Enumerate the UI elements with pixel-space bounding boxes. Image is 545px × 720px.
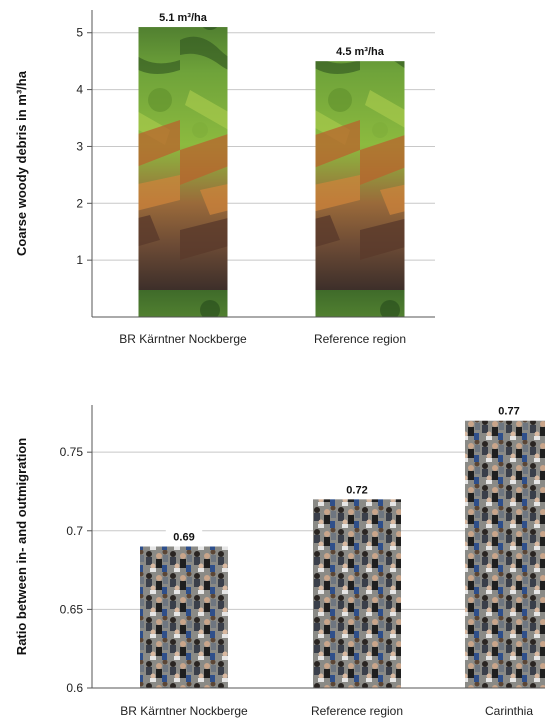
c2-y-tick-label: 0.75 — [60, 445, 84, 459]
c2-data-label: 0.77 — [498, 406, 519, 418]
c1-category-label: BR Kärntner Nockberge — [119, 332, 247, 346]
c1-category-label: Reference region — [314, 332, 406, 346]
c2-category-label: Carinthia — [485, 704, 533, 718]
c1-y-tick-label: 5 — [76, 26, 83, 40]
c1-y-tick-label: 3 — [76, 139, 83, 153]
c2-data-labels: 0.69 0.72 0.77 — [165, 403, 528, 544]
c2-bars — [140, 420, 545, 688]
c2-bar — [313, 499, 401, 688]
c1-data-label: 4.5 m³/ha — [336, 46, 385, 58]
c2-data-label-bg — [165, 529, 203, 544]
c1-y-tick-label: 2 — [76, 196, 83, 210]
coarse-woody-debris-chart: 1 2 3 4 5 BR Kärntner Nockberge Reference reg… — [14, 10, 435, 346]
c1-y-tick-label: 4 — [76, 83, 83, 97]
c2-y-tick-label: 0.7 — [66, 524, 83, 538]
c1-y-axis-title: Coarse woody debris in m³/ha — [14, 70, 29, 256]
c1-y-tick-label: 1 — [76, 253, 83, 267]
c1-y-tick-labels: 1 2 3 4 5 — [76, 26, 83, 267]
c1-data-label: 5.1 m³/ha — [159, 12, 208, 24]
c1-bars — [138, 27, 405, 318]
c2-y-tick-label: 0.6 — [66, 681, 83, 695]
c2-category-label: Reference region — [311, 704, 403, 718]
c2-category-labels: BR Kärntner Nockberge Reference region Car… — [120, 704, 533, 718]
c1-data-labels: 5.1 m³/ha 4.5 m³/ha — [148, 10, 395, 59]
c1-bar — [138, 27, 228, 318]
c1-data-label-bg — [148, 10, 218, 25]
c1-data-label-bg — [325, 44, 395, 59]
c2-y-tick-labels: 0.6 0.65 0.7 0.75 — [60, 445, 84, 695]
c2-data-label: 0.69 — [173, 532, 194, 544]
c2-y-tick-label: 0.65 — [60, 602, 84, 616]
c2-data-label-bg — [338, 482, 376, 497]
c2-bar — [140, 546, 228, 688]
c1-category-labels: BR Kärntner Nockberge Reference region — [119, 332, 406, 346]
c2-data-label: 0.72 — [346, 484, 367, 496]
migration-ratio-chart: 0.6 0.65 0.7 0.75 BR Kärntner Nockberge Refe… — [14, 403, 545, 718]
c2-data-label-bg — [490, 403, 528, 418]
c1-bar — [315, 61, 405, 317]
c2-y-axis-title: Ratio between in- and outmigration — [14, 438, 29, 655]
c2-bar — [465, 420, 545, 688]
c2-category-label: BR Kärntner Nockberge — [120, 704, 248, 718]
